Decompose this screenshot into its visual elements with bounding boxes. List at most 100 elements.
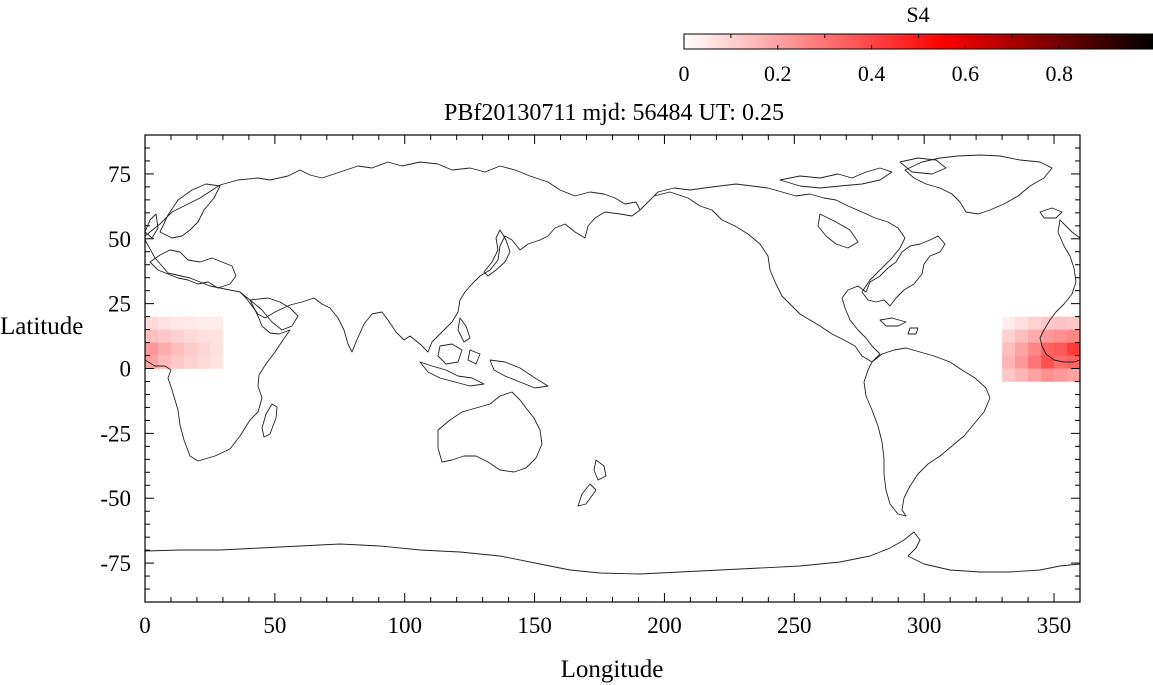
heatmap-cell xyxy=(170,342,185,356)
heatmap-cell xyxy=(1041,355,1055,369)
heatmap-cell xyxy=(1002,329,1016,343)
y-tick-label: -75 xyxy=(100,551,131,576)
coast-south-america xyxy=(863,347,991,517)
heatmap-cell xyxy=(209,355,224,369)
colorbar-tick-label: 0.6 xyxy=(952,61,980,86)
heatmap-cell xyxy=(183,329,198,343)
heatmap-cell xyxy=(1015,316,1029,330)
heatmap-cell xyxy=(1041,329,1055,343)
heatmap-cell xyxy=(1054,355,1068,369)
heatmap-cell xyxy=(157,316,172,330)
coast-madagascar xyxy=(261,403,278,438)
heatmap-cell xyxy=(145,342,159,356)
heatmap-cell xyxy=(1067,368,1080,382)
y-tick-label: 25 xyxy=(108,292,131,317)
y-tick-label: -50 xyxy=(100,486,131,511)
heatmap-cell xyxy=(1067,342,1080,356)
heatmap-cell xyxy=(1028,355,1042,369)
colorbar-tick-label: 0.2 xyxy=(764,61,792,86)
x-tick-label: 100 xyxy=(387,613,422,638)
heatmap-cell xyxy=(1015,368,1029,382)
heatmap-cell xyxy=(183,316,198,330)
colorbar-label: S4 xyxy=(906,2,929,27)
heatmap-cell xyxy=(1054,316,1068,330)
coast-west-europe-africa-east xyxy=(1039,219,1080,363)
heatmap-cell xyxy=(1028,342,1042,356)
coast-philippines xyxy=(457,317,471,343)
x-tick-label: 200 xyxy=(647,613,682,638)
heatmap-cell xyxy=(1002,368,1016,382)
heatmap-cell xyxy=(1054,329,1068,343)
coast-greenland xyxy=(904,154,1053,215)
heatmap-cell xyxy=(1054,368,1068,382)
heatmap-cell xyxy=(1067,316,1080,330)
heatmap-cell xyxy=(170,316,185,330)
coastlines xyxy=(145,154,1080,575)
x-axis: 0 50 100 150 200 250 300 350 xyxy=(139,135,1081,638)
heatmap-cell xyxy=(1015,355,1029,369)
heatmap-cell xyxy=(196,342,211,356)
heatmap-cell xyxy=(1067,329,1080,343)
colorbar-tick-label: 0 xyxy=(679,61,690,86)
heatmap-cell xyxy=(1015,329,1029,343)
x-tick-label: 350 xyxy=(1037,613,1072,638)
coast-scandinavia xyxy=(159,183,221,239)
colorbar-tick-label: 0.4 xyxy=(858,61,886,86)
colorbar: S4 0 0.2 0.4 0.6 0.8 xyxy=(679,2,1153,86)
heatmap-cell xyxy=(1002,355,1016,369)
heatmap-cell xyxy=(1028,316,1042,330)
y-tick-label: 75 xyxy=(108,162,131,187)
coast-arctic-canada xyxy=(779,157,947,249)
heatmap-cell xyxy=(209,316,224,330)
coast-arabia xyxy=(249,297,299,331)
y-tick-label: -25 xyxy=(100,421,131,446)
colorbar-ticks: 0 0.2 0.4 0.6 0.8 xyxy=(679,34,1107,86)
heatmap-cell xyxy=(1041,342,1055,356)
x-tick-label: 250 xyxy=(777,613,812,638)
y-tick-label: 0 xyxy=(120,357,132,382)
coast-north-america xyxy=(639,183,946,363)
x-tick-label: 0 xyxy=(139,613,151,638)
coast-iceland xyxy=(1039,207,1063,219)
heatmap-cell xyxy=(1002,316,1016,330)
heatmap-cell xyxy=(196,355,211,369)
heatmap-cell xyxy=(1028,329,1042,343)
coast-africa xyxy=(145,239,291,462)
heatmap-cell xyxy=(196,329,211,343)
heatmap-cell xyxy=(209,342,224,356)
heatmap-cell xyxy=(209,329,224,343)
heatmap-cell xyxy=(170,355,185,369)
heatmap-cell xyxy=(196,316,211,330)
heatmap-cell xyxy=(145,355,159,369)
heatmap-cell xyxy=(1015,342,1029,356)
x-tick-label: 150 xyxy=(517,613,552,638)
coast-new-zealand xyxy=(577,459,607,507)
heatmap-cell xyxy=(157,329,172,343)
coast-indonesia xyxy=(419,343,549,389)
heatmap-cell xyxy=(145,329,159,343)
heatmap-cell xyxy=(170,329,185,343)
x-axis-label: Longitude xyxy=(561,656,664,683)
y-axis-label: Latitude xyxy=(0,313,83,340)
chart-title: PBf20130711 mjd: 56484 UT: 0.25 xyxy=(444,100,784,126)
heatmap-cell xyxy=(183,355,198,369)
coast-europe xyxy=(149,249,237,289)
colorbar-tick-label: 0.8 xyxy=(1045,61,1073,86)
heatmap-cell xyxy=(1054,342,1068,356)
heatmap-cell xyxy=(183,342,198,356)
heatmap-cell xyxy=(1041,368,1055,382)
heatmap-cell xyxy=(145,316,159,330)
x-tick-label: 50 xyxy=(263,613,286,638)
y-axis: -75 -50 -25 0 25 50 75 xyxy=(100,147,1080,590)
x-tick-label: 300 xyxy=(907,613,942,638)
s4-heatmap-cells xyxy=(145,316,1080,382)
plot-frame xyxy=(144,134,1081,603)
coast-australia xyxy=(437,391,543,473)
heatmap-cell xyxy=(157,342,172,356)
coast-japan xyxy=(483,229,511,277)
heatmap-cell xyxy=(1002,342,1016,356)
coast-antarctica xyxy=(145,531,1080,575)
coast-eurasia xyxy=(145,161,641,353)
coast-british-isles xyxy=(145,213,159,239)
